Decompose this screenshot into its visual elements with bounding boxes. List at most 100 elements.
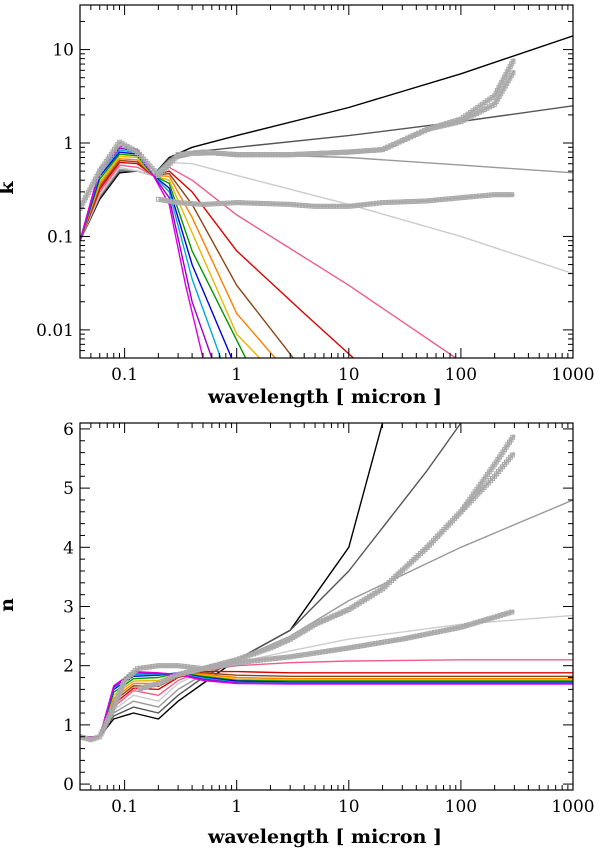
n-marker [104, 718, 110, 724]
n-marker [426, 631, 432, 637]
k-marker [479, 193, 485, 199]
k-marker [467, 194, 473, 200]
k-marker [443, 196, 449, 202]
k-marker [290, 152, 296, 158]
k-marker [321, 203, 327, 209]
k-marker [424, 126, 430, 132]
n-marker [417, 633, 423, 638]
k-marker [260, 152, 266, 158]
k-marker [324, 203, 330, 209]
n-marker [146, 664, 152, 670]
k-marker [500, 77, 506, 83]
k-marker [388, 143, 394, 149]
k-marker [349, 149, 355, 155]
k-marker [293, 151, 299, 157]
k-marker [81, 197, 87, 203]
n-marker [215, 663, 221, 669]
k-marker [249, 200, 255, 206]
k-marker [406, 199, 412, 205]
k-marker [181, 200, 187, 206]
n-x-tick-label: 1000 [551, 797, 594, 817]
n-marker [158, 679, 164, 685]
n-marker [225, 661, 230, 667]
k-marker [421, 198, 427, 204]
k-marker [305, 151, 311, 157]
k-marker [272, 152, 278, 158]
k-marker [287, 152, 293, 158]
n-marker [478, 618, 484, 624]
n-marker [158, 663, 164, 669]
k-marker [509, 61, 515, 67]
k-marker [509, 192, 515, 198]
k-marker [499, 80, 505, 85]
k-marker [446, 196, 452, 202]
k-marker [389, 199, 394, 205]
k-marker [231, 151, 237, 157]
n-marker [311, 650, 317, 656]
n-marker [284, 654, 290, 660]
n-marker [113, 699, 119, 705]
n-marker [361, 643, 367, 648]
k-marker [427, 126, 433, 132]
k-marker [358, 148, 364, 154]
n-marker [231, 660, 237, 666]
n-marker [443, 627, 449, 633]
k-marker [161, 197, 167, 203]
k-marker [322, 150, 328, 156]
k-marker [492, 192, 498, 198]
k-marker [361, 202, 367, 208]
k-marker [300, 202, 306, 208]
k-marker [206, 150, 212, 155]
n-marker [181, 670, 187, 676]
k-marker [444, 122, 450, 128]
n-marker [110, 707, 115, 713]
k-marker [203, 149, 209, 155]
n-marker [161, 678, 167, 684]
n-markers-measured-2 [268, 452, 515, 651]
k-marker [308, 151, 314, 157]
k-marker [293, 202, 299, 208]
n-marker [103, 720, 109, 726]
n-marker [376, 640, 381, 646]
k-marker [188, 150, 193, 156]
k-marker [438, 123, 444, 129]
n-marker [281, 655, 287, 660]
n-x-tick-label: 1 [231, 797, 242, 817]
k-marker [194, 150, 200, 156]
n-marker [146, 683, 152, 689]
k-marker [373, 147, 379, 153]
k-marker [413, 131, 419, 137]
k-marker [419, 129, 425, 135]
k-marker [349, 203, 355, 209]
k-marker [164, 198, 170, 204]
n-marker [240, 659, 246, 665]
n-marker [337, 610, 343, 616]
k-markers-measured-2 [155, 70, 516, 178]
k-marker [309, 203, 315, 209]
n-marker [429, 630, 435, 636]
k-marker [255, 200, 260, 206]
k-marker [337, 203, 343, 209]
n-marker [402, 636, 408, 641]
n-panel: 0.1 1 10 100 1000 0 1 2 3 4 5 6 wavelength [ micron… [0, 420, 595, 848]
n-marker [248, 652, 254, 658]
k-marker [416, 130, 422, 136]
k-marker [331, 203, 336, 209]
k-marker [346, 203, 352, 209]
k-marker [281, 152, 287, 158]
n-marker [137, 686, 143, 691]
n-marker [340, 646, 346, 652]
n-marker [200, 666, 206, 672]
n-marker [495, 613, 500, 619]
k-marker [119, 141, 125, 147]
n-marker [423, 631, 429, 637]
n-series-pink [80, 659, 573, 738]
n-marker [446, 627, 452, 633]
n-marker [212, 664, 218, 669]
k-marker [191, 201, 197, 207]
n-marker [352, 644, 358, 650]
k-panel: 0.1 1 10 100 1000 0.01 0.1 1 10 wavelength [ mic… [0, 4, 595, 408]
k-marker [468, 113, 474, 119]
k-marker [364, 148, 370, 154]
k-marker [215, 201, 221, 207]
